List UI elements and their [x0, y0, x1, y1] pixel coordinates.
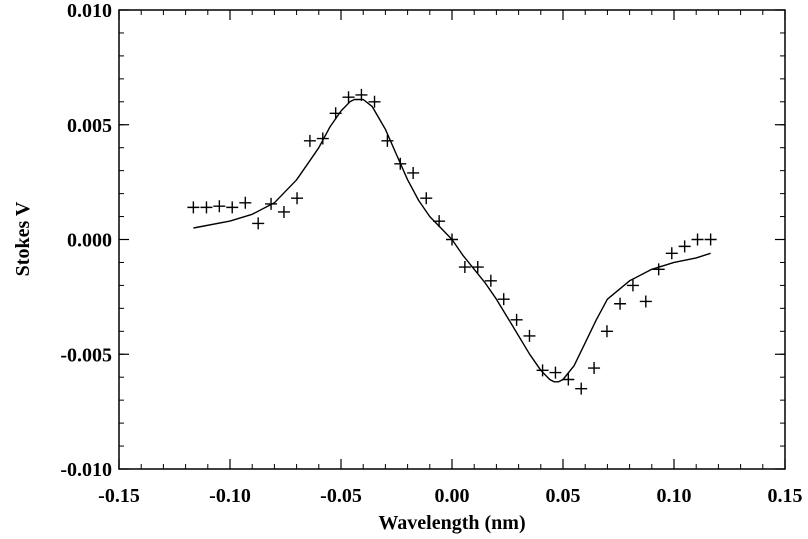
data-point-plus-marker	[368, 95, 381, 108]
data-point-plus-marker	[562, 373, 575, 386]
x-tick-label: 0.00	[435, 485, 470, 507]
y-tick-label: 0.005	[67, 115, 112, 137]
data-point-plus-marker	[497, 293, 510, 306]
data-point-plus-marker	[329, 107, 342, 120]
data-point-plus-marker	[187, 201, 200, 214]
data-point-plus-marker	[252, 217, 265, 230]
x-axis-title: Wavelength (nm)	[378, 512, 525, 534]
data-point-plus-marker	[665, 247, 678, 260]
data-point-plus-marker	[446, 233, 458, 246]
fit-line	[193, 98, 711, 383]
data-point-plus-marker	[277, 205, 290, 218]
data-point-plus-marker	[394, 157, 407, 170]
data-point-plus-marker	[639, 295, 652, 308]
y-axis-title: Stokes V	[12, 201, 34, 276]
data-point-plus-marker	[316, 132, 329, 145]
x-tick-label: -0.15	[98, 485, 140, 507]
data-point-plus-marker	[626, 279, 639, 292]
data-point-plus-marker	[433, 215, 446, 228]
data-point-plus-marker	[381, 134, 394, 147]
data-point-plus-marker	[588, 362, 601, 375]
y-tick-label: 0.000	[67, 230, 112, 252]
y-axis: -0.010 -0.005 0.000 0.005 0.010	[60, 0, 785, 481]
data-point-plus-marker	[407, 166, 420, 179]
data-point-plus-marker	[291, 192, 304, 205]
data-point-plus-marker	[342, 91, 355, 104]
data-point-plus-marker	[484, 274, 497, 287]
data-point-plus-marker	[575, 382, 588, 395]
x-tick-label: 0.05	[546, 485, 581, 507]
data-point-plus-marker	[704, 233, 717, 246]
data-point-plus-marker	[678, 240, 691, 253]
x-tick-label: 0.15	[768, 485, 803, 507]
data-point-plus-marker	[355, 88, 368, 101]
y-tick-label: 0.010	[67, 0, 112, 22]
data-point-plus-marker	[458, 261, 471, 274]
fit-line-series	[193, 98, 711, 383]
data-point-plus-marker	[471, 261, 484, 274]
data-point-plus-marker	[523, 329, 536, 342]
data-point-plus-marker	[549, 366, 562, 379]
data-point-plus-marker	[691, 233, 704, 246]
data-marker-series	[187, 88, 717, 395]
x-tick-label: -0.05	[320, 485, 362, 507]
data-point-plus-marker	[213, 200, 226, 213]
y-tick-label: -0.010	[60, 459, 112, 481]
data-point-plus-marker	[420, 192, 433, 205]
data-point-plus-marker	[600, 325, 613, 338]
data-point-plus-marker	[226, 201, 239, 214]
y-tick-label: -0.005	[60, 344, 112, 366]
x-tick-label: 0.10	[657, 485, 692, 507]
data-point-plus-marker	[200, 201, 213, 214]
data-point-plus-marker	[614, 297, 627, 310]
x-tick-label: -0.10	[209, 485, 251, 507]
data-point-plus-marker	[265, 197, 278, 210]
data-point-plus-marker	[239, 196, 252, 209]
data-point-plus-marker	[303, 134, 316, 147]
x-axis: -0.15 -0.10 -0.05 0.00 0.05 0.10 0.15	[98, 10, 803, 507]
data-point-plus-marker	[652, 263, 665, 276]
data-point-plus-marker	[536, 364, 549, 377]
data-point-plus-marker	[510, 313, 523, 326]
